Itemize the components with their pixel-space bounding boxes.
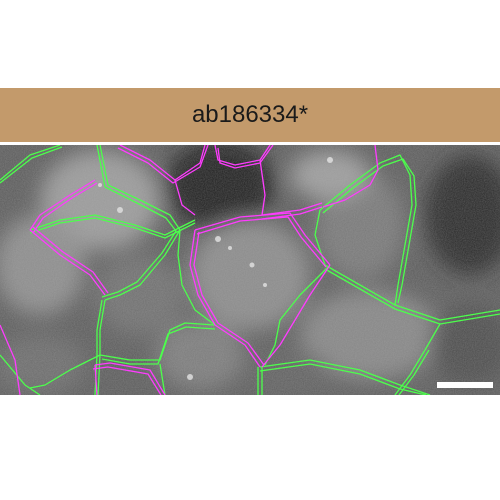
magenta-cell-outlines xyxy=(0,145,379,395)
antibody-label: ab186334* xyxy=(191,101,309,128)
scale-bar xyxy=(437,382,493,388)
antibody-label-bar: ab186334* xyxy=(0,88,500,142)
microscopy-image xyxy=(0,145,500,395)
green-cell-outlines xyxy=(0,145,500,395)
